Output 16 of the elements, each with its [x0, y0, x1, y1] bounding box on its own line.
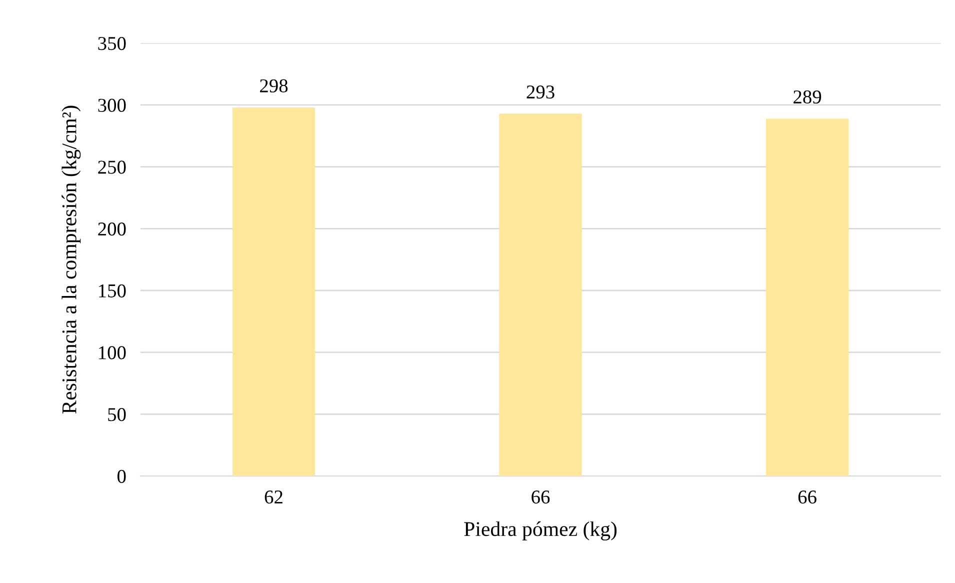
y-tick-label: 50 — [108, 408, 126, 422]
y-axis-title: Resistencia a la compresión (kg/cm²) — [62, 106, 81, 414]
x-tick-label: 66 — [532, 490, 550, 504]
y-tick-label: 250 — [98, 160, 126, 174]
y-tick-label: 350 — [98, 36, 126, 50]
x-tick-label: 62 — [264, 490, 282, 504]
data-label: 293 — [526, 86, 554, 99]
y-tick-label: 0 — [118, 470, 126, 483]
data-label: 289 — [794, 90, 822, 104]
y-tick-label: 300 — [98, 98, 126, 112]
x-axis-title: Piedra pómez (kg) — [464, 521, 617, 540]
y-tick-label: 200 — [98, 222, 126, 236]
data-label: 298 — [260, 79, 288, 92]
x-tick-label: 66 — [798, 490, 816, 504]
y-tick-label: 150 — [99, 284, 126, 298]
y-tick-label: 100 — [99, 346, 126, 360]
